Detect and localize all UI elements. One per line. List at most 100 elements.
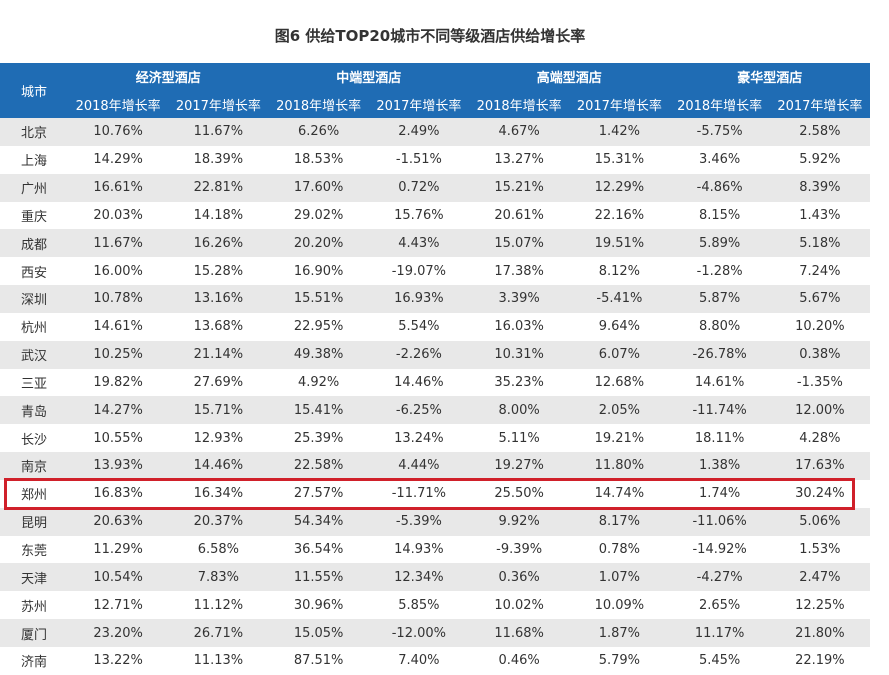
- rate: 2.49%: [398, 124, 440, 140]
- rate: 2.47%: [799, 569, 841, 585]
- rate: 11.80%: [594, 458, 645, 474]
- rate: 19.21%: [594, 430, 645, 446]
- rate: -2.26%: [395, 347, 442, 363]
- rate: 11.67%: [193, 124, 244, 140]
- rate: -11.71%: [391, 486, 446, 502]
- rate: 25.50%: [494, 486, 544, 502]
- rate: 3.39%: [498, 291, 540, 307]
- rate: 5.54%: [398, 319, 440, 335]
- sub-header: 2018年增长率: [68, 90, 169, 118]
- rate: 12.25%: [795, 597, 845, 613]
- city: 武汉: [20, 349, 47, 365]
- rate: 13.27%: [494, 152, 544, 168]
- rate: 13.93%: [93, 458, 143, 474]
- corner-header: 城市: [0, 63, 68, 118]
- city: 上海: [20, 154, 47, 170]
- rate: 13.68%: [193, 319, 244, 335]
- rate: 54.34%: [293, 514, 344, 530]
- rate: 4.28%: [799, 430, 841, 446]
- rate: 5.06%: [799, 514, 841, 530]
- rate: 16.34%: [193, 486, 244, 502]
- row-bg: [0, 619, 870, 647]
- rate: 12.68%: [594, 374, 645, 390]
- rate: 12.93%: [193, 430, 244, 446]
- sub-header: 2018年增长率: [669, 90, 770, 118]
- rate: 8.15%: [698, 207, 741, 223]
- row-bg: [0, 646, 870, 675]
- rate: 20.20%: [293, 235, 344, 251]
- row-bg: [0, 118, 870, 146]
- rate: 5.79%: [598, 653, 641, 669]
- title: 图6 供给TOP20城市不同等级酒店供给增长率: [274, 27, 586, 45]
- rate: 12.34%: [394, 569, 444, 585]
- rate: 6.58%: [197, 542, 240, 557]
- rate: 36.54%: [293, 542, 344, 557]
- rate: 14.46%: [394, 374, 444, 390]
- rate: -1.28%: [696, 263, 743, 279]
- rate: 27.69%: [193, 374, 244, 390]
- city: 苏州: [20, 599, 47, 615]
- city: 成都: [20, 237, 47, 253]
- sub-header: 2017年增长率: [769, 90, 870, 118]
- rate: 8.12%: [598, 263, 641, 279]
- rate: 16.93%: [394, 291, 444, 307]
- rate: 13.22%: [93, 653, 143, 669]
- city: 广州: [20, 182, 47, 198]
- rate: 20.37%: [193, 514, 244, 530]
- rate: 27.57%: [293, 486, 344, 502]
- rate: 15.51%: [293, 291, 344, 307]
- rate: 2.05%: [598, 402, 641, 418]
- rate: 6.26%: [297, 124, 340, 140]
- row-bg: [0, 257, 870, 286]
- rate: 10.20%: [795, 319, 845, 335]
- rate: -11.06%: [692, 514, 747, 530]
- rate: 14.46%: [193, 458, 244, 474]
- rate: -5.41%: [596, 291, 643, 307]
- rate: 35.23%: [494, 374, 544, 390]
- rate: 18.53%: [293, 152, 344, 168]
- rate: -26.78%: [692, 347, 747, 363]
- rate: -9.39%: [496, 542, 543, 557]
- rate: 17.63%: [795, 458, 845, 474]
- row-bg: [0, 312, 870, 341]
- rate: 6.07%: [598, 347, 641, 363]
- rate: 21.80%: [795, 625, 845, 641]
- rate: 0.72%: [398, 180, 440, 196]
- rate: 17.38%: [494, 263, 544, 279]
- rate: 18.39%: [193, 152, 244, 168]
- rate: 21.14%: [193, 347, 244, 363]
- rate: 1.42%: [598, 124, 641, 140]
- row-bg: [0, 535, 870, 564]
- rate: -12.00%: [391, 625, 446, 641]
- sub-header: 2018年增长率: [469, 90, 570, 118]
- rate: 12.71%: [93, 597, 143, 613]
- row-bg: [0, 173, 870, 202]
- city: 西安: [20, 265, 47, 281]
- rate: 0.36%: [498, 569, 540, 585]
- rate: 2.58%: [799, 124, 841, 140]
- rate: 22.95%: [293, 319, 344, 335]
- rate: 10.31%: [494, 347, 544, 363]
- rate: -6.25%: [395, 402, 442, 418]
- city: 青岛: [20, 404, 47, 420]
- rate: 26.71%: [193, 625, 244, 641]
- rate: 13.24%: [394, 430, 444, 446]
- rate: -19.07%: [391, 263, 446, 279]
- rate: 8.80%: [698, 319, 741, 335]
- city: 济南: [20, 655, 47, 671]
- rate: 11.17%: [694, 625, 745, 641]
- row-bg: [0, 145, 870, 174]
- rate: 18.11%: [694, 430, 745, 446]
- rate: 16.61%: [93, 180, 143, 196]
- rate: 29.02%: [293, 207, 344, 223]
- rate: 0.46%: [498, 653, 540, 669]
- rate: 14.18%: [193, 207, 244, 223]
- rate: -5.39%: [395, 514, 442, 530]
- rate: 4.92%: [297, 374, 340, 390]
- rate: 14.61%: [93, 319, 143, 335]
- rate: 5.18%: [799, 235, 841, 251]
- rate: 23.20%: [93, 625, 143, 641]
- group-header: 高端型酒店: [469, 63, 670, 90]
- rate: 20.03%: [93, 207, 143, 223]
